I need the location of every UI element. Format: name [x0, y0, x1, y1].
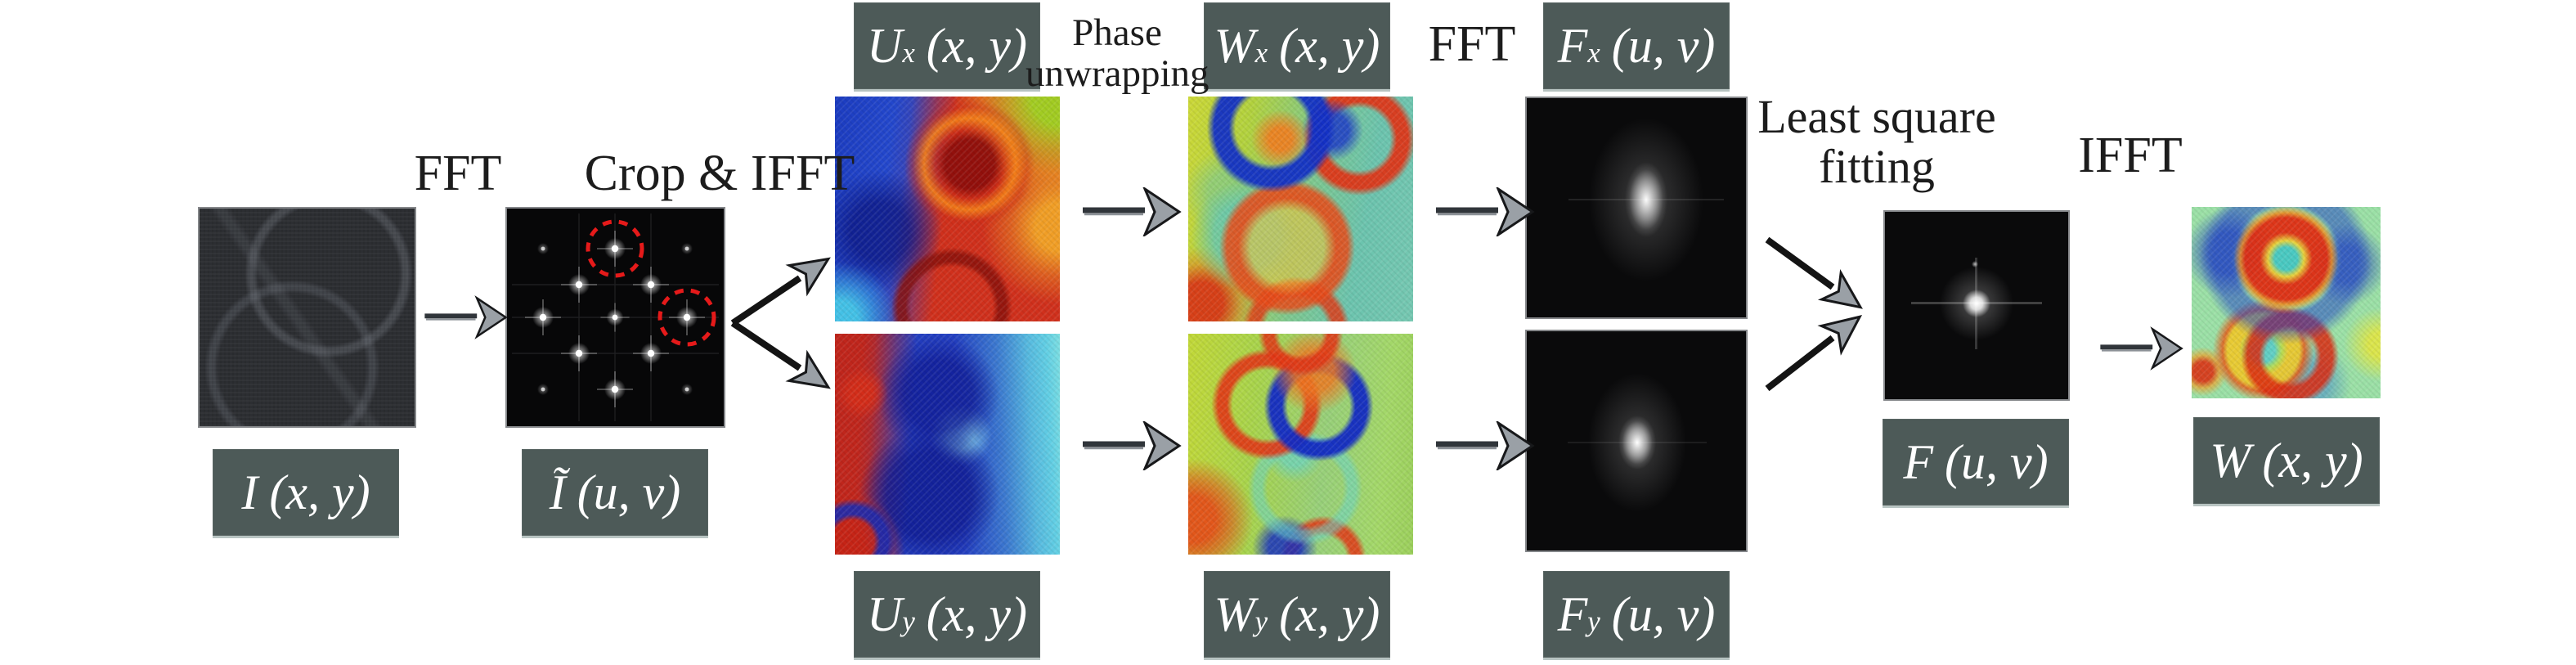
- label-Ux-subscript: x: [902, 37, 915, 70]
- spectrum-y-image: [1525, 330, 1748, 552]
- label-W-args: (x, y): [2262, 434, 2363, 488]
- unwrapped-phase-y-image: [1188, 334, 1413, 555]
- label-Wy-subscript: y: [1254, 605, 1268, 638]
- step-least-square-fitting: Least square fitting: [1746, 92, 2008, 192]
- arrow-right-icon-fft-y: [1436, 421, 1535, 470]
- label-Wx-symbol: W: [1214, 19, 1255, 73]
- label-I-symbol: I: [241, 465, 258, 519]
- step-least-square-line2: fitting: [1819, 140, 1935, 194]
- arrow-right-icon-ifft: [2100, 326, 2183, 371]
- label-Fy-subscript: y: [1587, 605, 1600, 638]
- label-F: F (u, v): [1883, 419, 2069, 505]
- label-Wx-subscript: x: [1254, 37, 1268, 70]
- wrapped-phase-x-image: [835, 97, 1060, 321]
- step-fft-1: FFT: [414, 146, 502, 201]
- label-Wx-args: (x, y): [1279, 19, 1380, 73]
- label-Wy-symbol: W: [1214, 587, 1255, 641]
- label-F-args: (u, v): [1945, 435, 2049, 489]
- reconstructed-wavefront-image: [2192, 207, 2381, 398]
- arrow-split-icon: [730, 257, 831, 389]
- spectrum-x-image: [1525, 97, 1748, 319]
- arrow-merge-icon: [1765, 236, 1863, 392]
- step-ifft: IFFT: [2078, 128, 2183, 183]
- step-crop-ifft: Crop & IFFT: [584, 146, 855, 201]
- step-least-square-line1: Least square: [1757, 90, 1996, 143]
- fitted-spectrum-image: [1883, 210, 2070, 401]
- fourier-spectrum-image: [505, 207, 725, 428]
- step-fft-2: FFT: [1428, 16, 1516, 72]
- label-I-args: (x, y): [269, 465, 370, 519]
- label-I-tilde: Ĩ (u, v): [522, 449, 708, 536]
- unwrapped-phase-x-image: [1188, 97, 1413, 321]
- label-Uy-symbol: U: [866, 587, 903, 641]
- step-phase-unwrapping-line2: unwrapping: [1025, 52, 1209, 95]
- label-I-tilde-args: (u, v): [577, 465, 681, 519]
- label-Fx-symbol: F: [1557, 19, 1588, 73]
- arrow-right-icon-fft-x: [1436, 187, 1535, 236]
- label-Uy-args: (x, y): [926, 587, 1028, 641]
- label-Uy-subscript: y: [902, 605, 915, 638]
- label-I-tilde-symbol: Ĩ: [549, 465, 566, 519]
- wrapped-phase-y-image: [835, 334, 1060, 555]
- label-Fx-subscript: x: [1587, 37, 1600, 70]
- label-Wy-args: (x, y): [1279, 587, 1380, 641]
- arrow-right-icon-fft: [424, 295, 508, 339]
- label-Fy-symbol: F: [1557, 587, 1588, 641]
- label-Fy-args: (u, v): [1611, 587, 1716, 641]
- label-Ux-symbol: U: [866, 19, 903, 73]
- arrow-right-icon-unwrap-y: [1083, 421, 1182, 470]
- step-phase-unwrapping-line1: Phase: [1072, 11, 1162, 54]
- label-F-symbol: F: [1903, 435, 1934, 489]
- label-W-symbol: W: [2210, 434, 2251, 488]
- step-phase-unwrapping: Phase unwrapping: [1025, 11, 1209, 95]
- label-W: W (x, y): [2193, 417, 2380, 504]
- spectrum-orders-plot: [512, 213, 719, 421]
- crop-region-circle-top: [586, 219, 644, 278]
- label-I: I (x, y): [213, 449, 399, 536]
- crop-region-circle-right: [657, 288, 716, 347]
- interferogram-image: [198, 207, 416, 428]
- label-Ux-args: (x, y): [926, 19, 1028, 73]
- label-Fx-args: (u, v): [1611, 19, 1716, 73]
- arrow-right-icon-unwrap-x: [1083, 187, 1182, 236]
